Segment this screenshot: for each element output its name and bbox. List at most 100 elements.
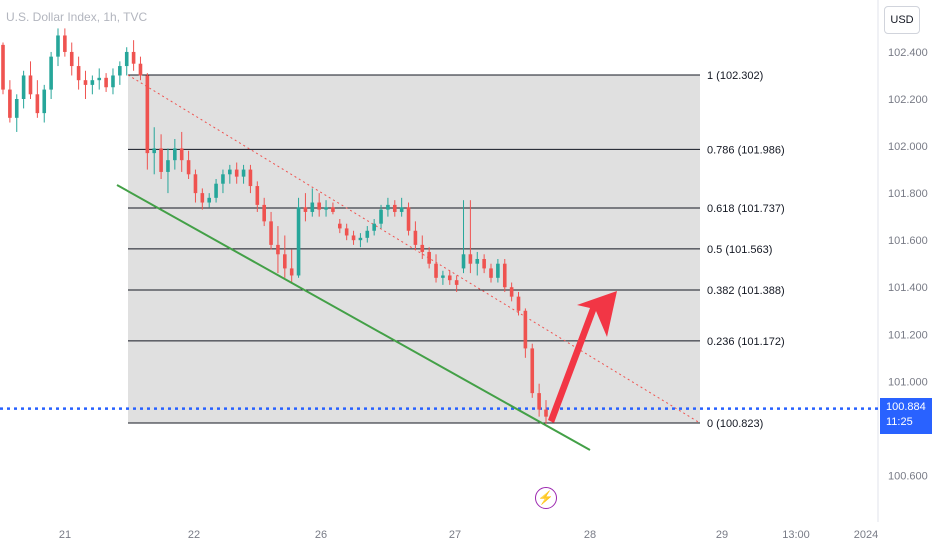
candle [351,230,356,245]
candle [269,211,273,250]
fibonacci-retracement[interactable]: 1 (102.302) 0.786 (101.986) 0.618 (101.737… [0,70,878,430]
candle [358,233,363,248]
lightning-bolt-icon[interactable]: ⚡ [535,487,557,509]
candle [234,162,239,184]
candle [344,223,349,241]
fib-level-label: 1 (102.302) [707,70,763,82]
candle-body [283,254,287,269]
candle [276,226,280,274]
candle-body [337,223,342,229]
candle [530,343,535,398]
candle-body [145,75,150,154]
candle-body [118,66,122,76]
candle [173,139,177,170]
fib-level-label: 0.618 (101.737) [707,203,785,215]
time-axis[interactable]: 21 22 26 27 28 29 13:00 2024 [59,529,878,541]
candle [145,73,150,170]
candle-body [434,263,438,278]
price-tick-label: 101.400 [888,282,928,294]
candle [413,221,418,250]
candle-body [269,221,273,245]
candle [35,80,40,118]
symbol-title: U.S. Dollar Index, 1h, TVC [6,10,148,24]
candle [496,259,500,283]
candle [255,181,260,212]
current-price-value: 100.884 [886,401,926,413]
candle-body [344,228,349,236]
candle [193,169,198,203]
candle-body [509,287,514,297]
candle [331,202,335,215]
candle-body [392,204,397,212]
fib-level-label: 0.382 (101.388) [707,285,785,297]
bullish-arrow-icon[interactable] [548,291,617,423]
candle [42,84,47,123]
candle-body [76,66,81,81]
candle [228,164,232,184]
candle [76,56,81,90]
candle-body [413,230,418,245]
candle [544,400,548,424]
candle [207,193,212,208]
candle [489,263,493,283]
candle [509,282,514,302]
candle [502,259,507,292]
time-tick-label: 26 [315,529,327,541]
candle-body [56,35,60,57]
candle [90,75,95,95]
candle-body [489,268,493,278]
candle [441,270,445,285]
time-tick-label: 2024 [854,529,878,541]
candle-body [537,393,541,410]
candle [21,70,26,109]
candle [296,197,301,278]
candle-body [124,51,129,67]
fib-level-label: 0.786 (101.986) [707,144,785,156]
candle-body [530,348,535,394]
candle-body [386,204,390,210]
support-trendline[interactable] [116,184,591,451]
candle-body [42,89,47,114]
candle-body [502,263,507,288]
price-tick-label: 100.600 [888,470,928,482]
time-tick-label: 29 [716,529,728,541]
price-tick-label: 102.000 [888,141,928,153]
candle-body [214,183,218,198]
candle [63,28,67,57]
candle-body [303,207,308,212]
candle-body [8,89,12,118]
candle-body [138,63,143,76]
fib-trend-line[interactable] [127,74,701,424]
candle-body [399,207,404,212]
candle [283,235,287,278]
candle-body [1,44,5,90]
candle [399,197,404,217]
candle [131,40,136,71]
candle-body [152,148,157,154]
fib-level-label: 0 (100.823) [707,418,763,430]
candle [138,56,143,81]
candle-body [228,169,232,175]
candle [69,42,74,76]
candle [200,188,205,210]
candle-body [372,223,376,231]
currency-button[interactable]: USD [884,6,920,34]
candle [179,131,184,172]
candle [104,73,108,92]
candle-body [28,75,33,95]
candle [379,204,383,229]
candle-body [166,160,170,172]
candle [454,275,459,292]
candle [214,179,218,203]
candle [1,42,5,95]
candle [447,270,452,285]
candle-body [324,207,328,210]
candle-body [90,80,95,85]
candle-body [179,148,184,161]
candle-body [186,160,191,175]
candle [523,308,528,358]
candle-body [310,202,315,212]
candle [49,51,53,99]
